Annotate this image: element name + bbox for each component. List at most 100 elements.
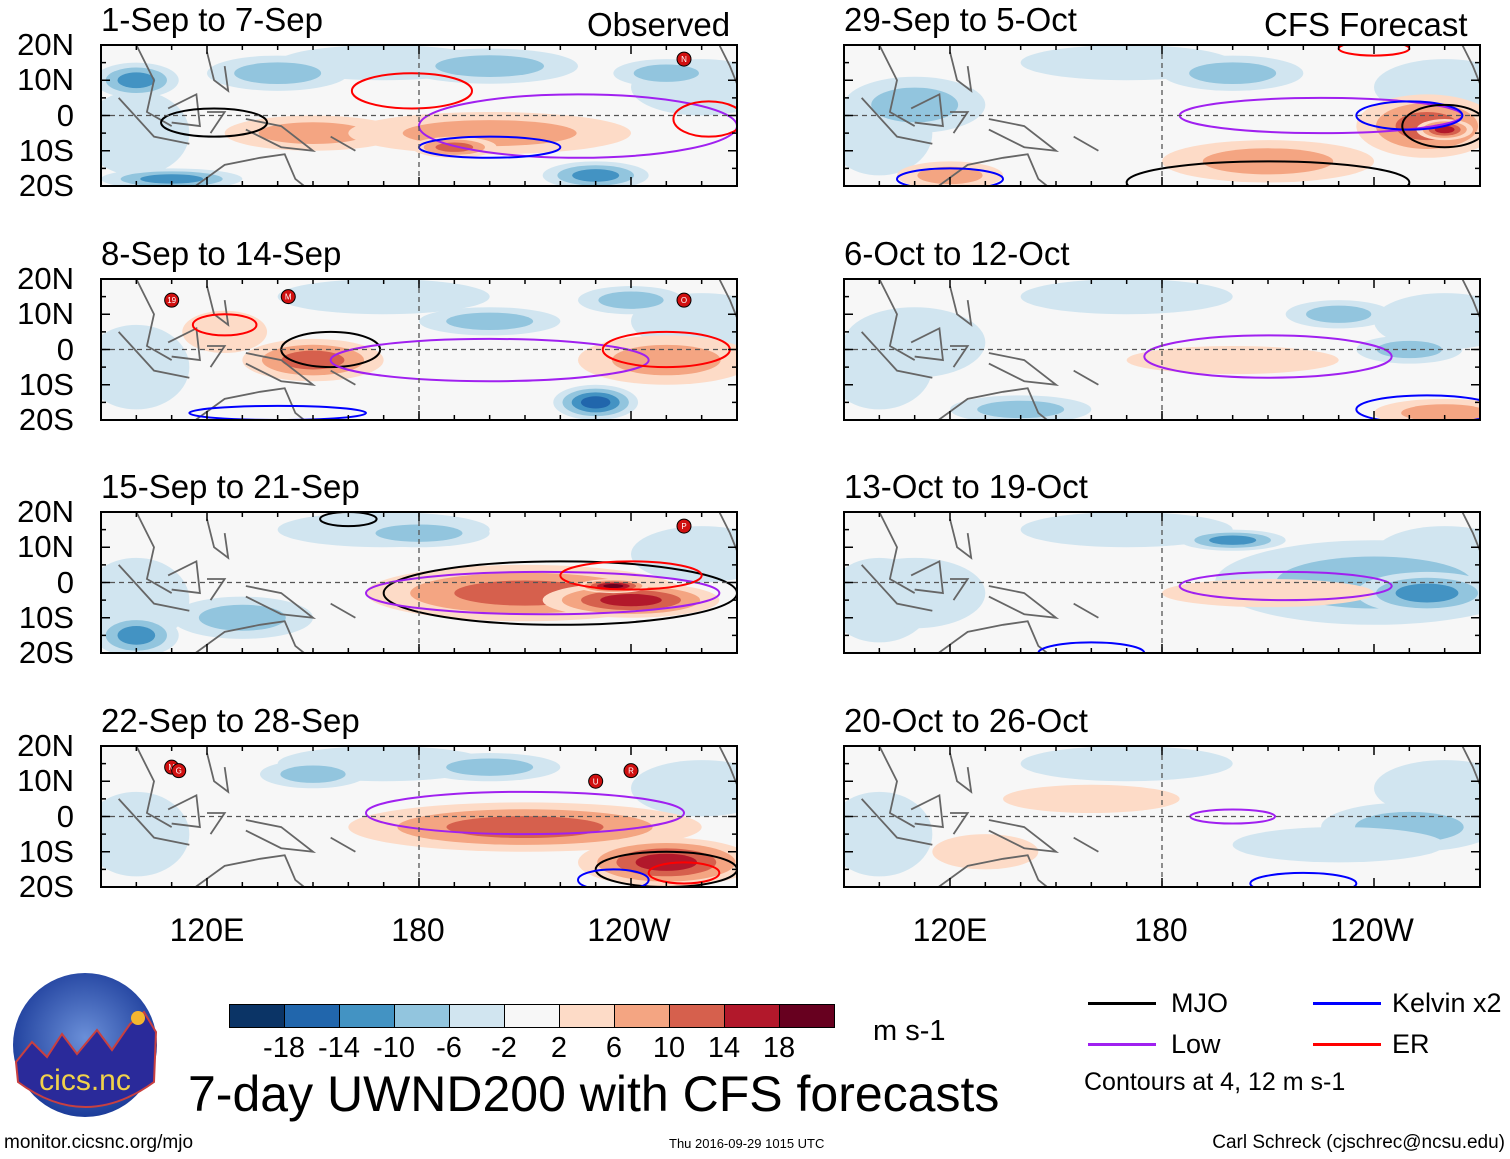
- colorbar-label: -6: [436, 1032, 462, 1064]
- colorbar-swatch: [559, 1004, 615, 1028]
- wave-contour: [1401, 103, 1480, 149]
- colorbar-label: 2: [550, 1032, 568, 1064]
- wave-contour: [1037, 641, 1146, 653]
- storm-label: M: [285, 293, 292, 302]
- map-panel: [843, 745, 1481, 888]
- tropical-cyclone-icon: M: [280, 289, 296, 305]
- panel-title: 15-Sep to 21-Sep: [101, 468, 360, 505]
- legend-kelvin-line: [1313, 1002, 1381, 1005]
- wave-contour: [577, 868, 650, 887]
- lat-label: 0: [56, 798, 74, 834]
- lat-label: 10N: [17, 529, 74, 565]
- legend-er-line: [1313, 1043, 1381, 1046]
- anomaly-shading: [1209, 535, 1257, 545]
- lat-label: 10S: [18, 599, 74, 635]
- panel-title: 29-Sep to 5-Oct: [844, 1, 1077, 38]
- lon-label-180: 180: [1134, 912, 1188, 948]
- lat-label: 20S: [18, 869, 74, 904]
- lat-label: 10N: [17, 62, 74, 98]
- anomaly-shading: [580, 396, 611, 409]
- anomaly-shading: [844, 791, 933, 877]
- coastline: [861, 279, 1480, 420]
- observed-label: Observed: [587, 6, 731, 43]
- colorbar-label: 14: [707, 1032, 741, 1064]
- colorbar-label: -2: [491, 1032, 517, 1064]
- lat-label: 10S: [18, 833, 74, 869]
- colorbar-label: -14: [318, 1032, 360, 1064]
- anomaly-shading: [446, 312, 534, 330]
- colorbar-swatch: [669, 1004, 725, 1028]
- wave-contour: [559, 560, 703, 591]
- anomaly-shading: [1374, 293, 1480, 350]
- tropical-cyclone-icon: G: [171, 763, 187, 779]
- colorbar-swatch: [724, 1004, 780, 1028]
- colorbar-label: 18: [762, 1032, 796, 1064]
- colorbar-units: m s-1: [873, 1015, 946, 1047]
- map-panel: 19 M O: [100, 278, 738, 421]
- anomaly-shading: [1395, 583, 1459, 603]
- legend-er-label: ER: [1392, 1029, 1430, 1059]
- lat-label: 10N: [17, 296, 74, 332]
- lon-label-120e: 120E: [169, 912, 245, 948]
- anomaly-shading: [446, 758, 534, 776]
- anomaly-shading: [631, 760, 737, 817]
- anomaly-shading: [435, 142, 474, 152]
- anomaly-shading: [234, 62, 322, 85]
- wave-contour: [319, 512, 378, 528]
- footer-author: Carl Schreck (cjschrec@ncsu.edu): [1212, 1132, 1505, 1153]
- lat-label: 0: [56, 97, 74, 133]
- tropical-cyclone-icon: O: [676, 292, 692, 308]
- coastline: [118, 746, 737, 887]
- wave-contour: [672, 100, 737, 138]
- panel-title: 6-Oct to 12-Oct: [844, 235, 1070, 272]
- anomaly-shading: [101, 90, 190, 176]
- anomaly-shading: [844, 307, 986, 378]
- storm-label: M: [168, 763, 175, 772]
- forecast-label: CFS Forecast: [1264, 6, 1468, 43]
- anomaly-shading: [101, 791, 190, 877]
- footer-url[interactable]: monitor.cicsnc.org/mjo: [4, 1132, 194, 1153]
- tropical-cyclone-icon: U: [588, 773, 604, 789]
- anomaly-shading: [1232, 827, 1445, 863]
- lat-label: 20N: [17, 27, 74, 62]
- anomaly-shading: [1189, 62, 1277, 85]
- anomaly-shading: [198, 604, 286, 631]
- tropical-cyclone-icon: 19: [164, 292, 180, 308]
- colorbar-swatch: [394, 1004, 450, 1028]
- anomaly-shading: [281, 350, 345, 370]
- wave-contour: [647, 861, 721, 885]
- anomaly-shading: [117, 625, 156, 645]
- coastline: [861, 746, 1480, 887]
- colorbar-swatch: [614, 1004, 670, 1028]
- panel-title: 20-Oct to 26-Oct: [844, 702, 1088, 739]
- colorbar-label: 6: [605, 1032, 623, 1064]
- footer-timestamp: Thu 2016-09-29 1015 UTC: [669, 1136, 825, 1151]
- map-panel: [843, 278, 1481, 421]
- anomaly-shading: [1003, 784, 1180, 813]
- lon-label-120e: 120E: [912, 912, 988, 948]
- lat-label: 0: [56, 331, 74, 367]
- contour-note: Contours at 4, 12 m s-1: [1084, 1068, 1346, 1096]
- anomaly-shading: [1374, 760, 1480, 817]
- anomaly-shading: [1401, 404, 1480, 420]
- wave-contour: [160, 107, 269, 138]
- lat-label: 10S: [18, 366, 74, 402]
- colorbar-label: -10: [373, 1032, 415, 1064]
- wave-contour: [365, 790, 685, 836]
- wave-contour: [365, 570, 721, 616]
- lon-label-120w: 120W: [1330, 912, 1414, 948]
- map-panel: M G U R: [100, 745, 738, 888]
- anomaly-shading: [977, 400, 1065, 419]
- colorbar-label: -18: [263, 1032, 305, 1064]
- legend-mjo-label: MJO: [1171, 988, 1228, 1018]
- panel-title: 1-Sep to 7-Sep: [101, 1, 323, 38]
- figure-title: 7-day UWND200 with CFS forecasts: [188, 1066, 1000, 1122]
- wave-contour: [1249, 871, 1358, 887]
- colorbar-swatch: [449, 1004, 505, 1028]
- anomaly-shading: [635, 853, 698, 871]
- panel-title: 13-Oct to 19-Oct: [844, 468, 1088, 505]
- anomaly-shading: [603, 584, 624, 589]
- storm-label: P: [681, 522, 686, 531]
- storm-label: U: [593, 777, 599, 786]
- anomaly-shading: [101, 324, 190, 410]
